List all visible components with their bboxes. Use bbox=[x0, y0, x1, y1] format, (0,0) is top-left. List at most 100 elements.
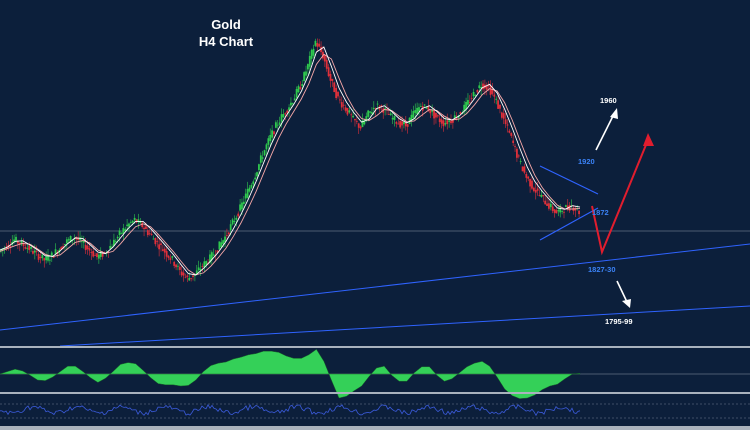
candle-body bbox=[344, 107, 347, 111]
candle-body bbox=[52, 257, 55, 259]
candle-body bbox=[216, 250, 219, 253]
candle-body bbox=[517, 155, 520, 157]
panel-separator bbox=[0, 392, 750, 394]
candle-body bbox=[276, 124, 279, 126]
candle-body bbox=[371, 112, 373, 114]
candle-body bbox=[22, 243, 25, 247]
candle-body bbox=[250, 184, 253, 188]
candle-body bbox=[54, 249, 57, 254]
candle-body bbox=[273, 131, 275, 135]
candle-body bbox=[90, 252, 93, 253]
candle-body bbox=[404, 122, 407, 127]
candle-body bbox=[167, 255, 170, 258]
candle-body bbox=[16, 240, 19, 244]
candle-body bbox=[133, 217, 136, 220]
candle-body bbox=[306, 64, 309, 70]
candle-body bbox=[312, 48, 315, 56]
candle-body bbox=[171, 256, 174, 258]
candle-body bbox=[212, 254, 215, 256]
candle-body bbox=[248, 187, 251, 192]
candle-body bbox=[156, 241, 159, 242]
candle-body bbox=[150, 233, 153, 236]
candle-body bbox=[224, 236, 226, 243]
candle-body bbox=[188, 277, 191, 281]
candle-body bbox=[128, 223, 130, 227]
candle-body bbox=[472, 92, 475, 97]
candle-body bbox=[24, 247, 27, 249]
candle-body bbox=[459, 112, 462, 114]
candle-body bbox=[124, 229, 127, 232]
candle-body bbox=[412, 111, 415, 118]
candle-body bbox=[532, 187, 535, 192]
candle-body bbox=[406, 124, 409, 127]
candle-body bbox=[30, 247, 32, 249]
candle-body bbox=[9, 245, 12, 247]
candle-body bbox=[453, 115, 456, 119]
candle-body bbox=[49, 259, 51, 261]
candle-body bbox=[197, 267, 200, 271]
candle-body bbox=[284, 113, 287, 115]
candle-body bbox=[114, 241, 117, 242]
candle-body bbox=[491, 89, 494, 94]
candle-body bbox=[137, 219, 140, 222]
candle-body bbox=[536, 188, 539, 191]
candle-body bbox=[235, 217, 238, 220]
candle-body bbox=[160, 243, 162, 245]
candle-body bbox=[493, 94, 496, 97]
candle-body bbox=[561, 210, 564, 212]
candle-body bbox=[310, 49, 313, 59]
candle-body bbox=[295, 89, 298, 98]
candle-body bbox=[418, 107, 420, 112]
candle-body bbox=[387, 114, 390, 115]
level-label: 1920 bbox=[578, 157, 595, 166]
candle-body bbox=[401, 121, 403, 126]
candle-body bbox=[39, 257, 42, 259]
candle-body bbox=[143, 227, 145, 230]
candle-body bbox=[26, 248, 29, 250]
candle-body bbox=[521, 166, 524, 172]
candle-body bbox=[457, 115, 460, 118]
candle-body bbox=[205, 261, 208, 265]
candle-body bbox=[399, 121, 402, 128]
candle-body bbox=[391, 117, 394, 120]
candle-body bbox=[20, 240, 23, 245]
candle-body bbox=[299, 87, 302, 90]
candle-body bbox=[548, 203, 550, 209]
candle-body bbox=[546, 203, 548, 206]
candle-body bbox=[220, 242, 223, 247]
level-label: 1960 bbox=[600, 96, 617, 105]
candle-body bbox=[323, 54, 326, 62]
candle-body bbox=[514, 146, 516, 147]
candle-body bbox=[376, 103, 379, 105]
candle-body bbox=[82, 240, 85, 243]
candle-body bbox=[444, 123, 447, 125]
candle-body bbox=[367, 110, 370, 117]
candle-body bbox=[282, 113, 285, 118]
candle-body bbox=[414, 110, 417, 113]
candle-body bbox=[131, 220, 134, 223]
level-label: 1795-99 bbox=[605, 317, 633, 326]
candle-body bbox=[451, 120, 454, 123]
candle-body bbox=[340, 102, 343, 108]
candle-body bbox=[346, 108, 349, 115]
candle-body bbox=[480, 87, 483, 89]
candle-body bbox=[173, 261, 176, 266]
chart-title: Gold H4 Chart bbox=[170, 16, 282, 50]
candle-body bbox=[169, 257, 172, 260]
candle-body bbox=[308, 55, 311, 67]
candle-body bbox=[303, 72, 306, 82]
candle-body bbox=[43, 258, 46, 261]
candle-body bbox=[352, 115, 354, 118]
candle-body bbox=[578, 210, 580, 215]
candle-body bbox=[271, 130, 274, 138]
candle-body bbox=[256, 172, 258, 177]
candle-body bbox=[435, 112, 437, 118]
support-trendline-upper bbox=[0, 243, 750, 331]
moving-average-fast bbox=[0, 46, 581, 276]
target-arrow-up bbox=[595, 113, 615, 151]
candle-body bbox=[433, 110, 435, 119]
candle-body bbox=[0, 249, 2, 252]
oscillator-panel bbox=[0, 346, 750, 399]
candle-body bbox=[60, 247, 63, 250]
